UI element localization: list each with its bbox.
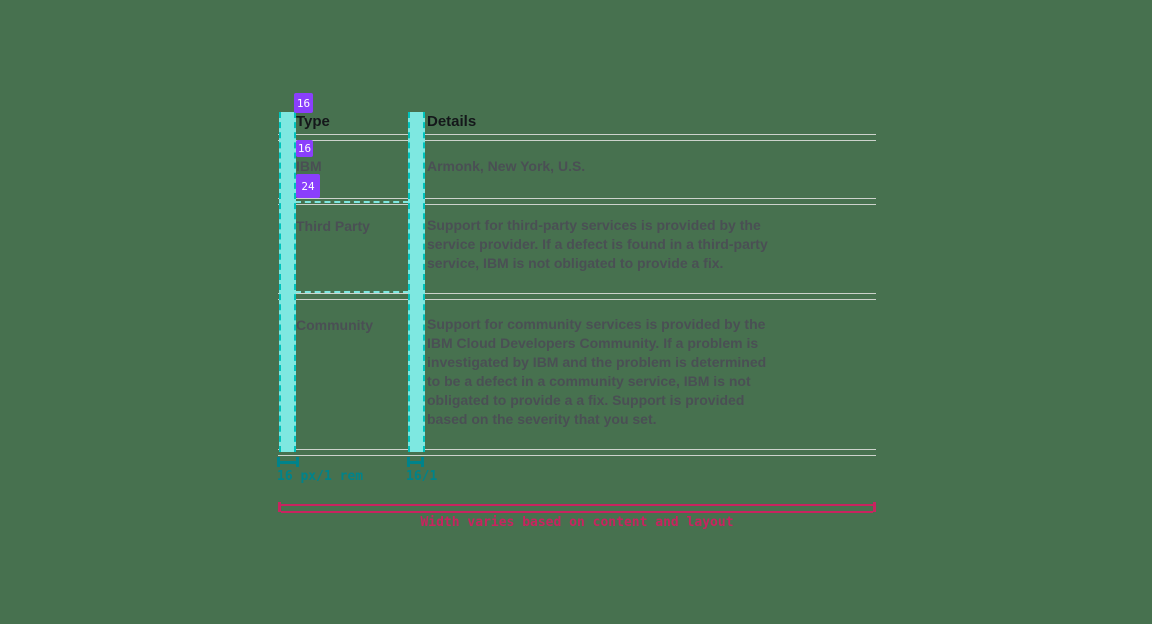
gutter-size-badge: 16: [294, 93, 313, 113]
left-gutter-measure-label: 16 px/1 rem: [277, 469, 364, 484]
cell-details-community: Support for community services is provid…: [427, 316, 767, 427]
column-header-type: Type: [296, 113, 330, 130]
table-bottom-divider: [278, 449, 876, 456]
header-divider: [278, 134, 876, 141]
details-gutter-measure-label: 16/1: [406, 469, 438, 484]
cell-details-third-party: Support for third-party services is prov…: [427, 217, 768, 271]
measure-ibeam-icon: [407, 457, 424, 467]
padding-top-badge: 16: [296, 140, 313, 157]
row-divider: [278, 198, 876, 205]
cell-padding-outline: [295, 201, 409, 293]
cell-type-ibm: IBM: [296, 158, 322, 174]
column-header-details: Details: [427, 113, 477, 130]
spacing-bar-left-gutter: [279, 112, 296, 452]
padding-bottom-badge: 24: [296, 174, 320, 198]
row-divider: [278, 293, 876, 300]
width-note: Width varies based on content and layout: [420, 515, 734, 530]
measure-ibeam-icon: [277, 457, 299, 467]
spacing-bar-details-gutter: [408, 112, 425, 452]
cell-type-community: Community: [296, 317, 373, 333]
width-measure-line-icon: [278, 502, 876, 513]
cell-type-third-party: Third Party: [296, 218, 370, 234]
cell-details-ibm: Armonk, New York, U.S.: [427, 158, 586, 174]
